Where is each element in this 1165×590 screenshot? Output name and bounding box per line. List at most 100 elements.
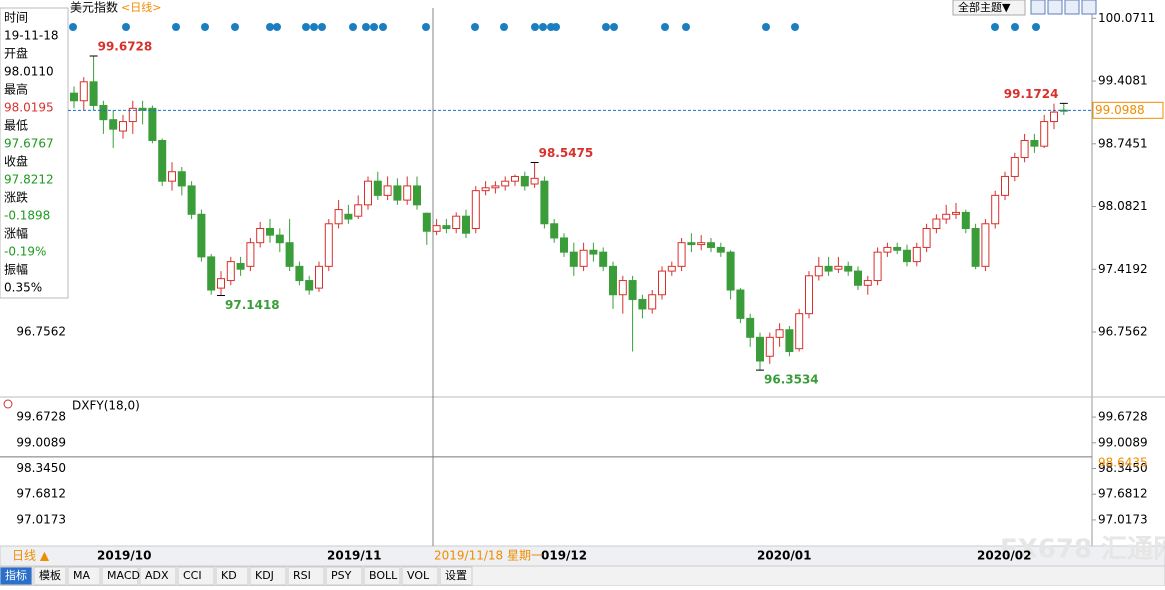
candle-body — [158, 139, 167, 182]
toolbar-label[interactable]: MACD — [107, 569, 140, 582]
annotation: 99.1724 — [1004, 87, 1059, 101]
info-label: 收盘 — [4, 154, 28, 169]
toolbar-label[interactable]: 指标 — [5, 568, 27, 582]
candle-body — [726, 251, 735, 291]
candle-body — [275, 234, 284, 244]
toolbar-button[interactable] — [325, 566, 363, 586]
toolbar-button[interactable] — [401, 566, 439, 586]
toolbar-button[interactable] — [249, 566, 287, 586]
toolbar-button[interactable] — [33, 566, 67, 586]
candle-body — [981, 223, 990, 267]
candle-body — [1040, 121, 1049, 147]
candle-body — [138, 107, 147, 111]
info-value: 98.0110 — [4, 65, 54, 79]
title: 美元指数 — [70, 0, 118, 15]
watermark: FX678 汇通网 — [1000, 535, 1165, 565]
event-marker — [362, 23, 370, 31]
toolbar-label[interactable]: BOLL — [369, 569, 398, 582]
candle-body — [285, 242, 294, 267]
event-marker — [349, 23, 357, 31]
theme-button[interactable] — [952, 0, 1026, 16]
toolbar-label[interactable]: KD — [221, 569, 237, 582]
info-value: 97.6767 — [4, 137, 54, 151]
info-label: 时间 — [4, 11, 28, 25]
candle-body — [814, 265, 823, 277]
candle-body — [383, 185, 392, 196]
candle-body — [961, 211, 970, 229]
candle-body — [177, 171, 186, 187]
info-value: -0.1898 — [4, 209, 50, 223]
toolbar-label[interactable]: VOL — [407, 569, 430, 582]
info-label: 开盘 — [4, 46, 28, 61]
toolbar-button[interactable] — [287, 566, 325, 586]
last-price-label: 99.0988 — [1095, 103, 1145, 117]
toolbar-button[interactable] — [215, 566, 249, 586]
info-value: 0.35% — [4, 281, 42, 295]
event-marker — [231, 23, 239, 31]
theme-menu[interactable]: 全部主题▼ — [958, 0, 1011, 14]
candle-body — [1001, 175, 1009, 196]
info-value: 97.8212 — [4, 173, 54, 187]
indicator-title: DXFY(18,0) — [72, 399, 140, 413]
y-tick-label: 99.4081 — [1098, 74, 1148, 88]
event-marker — [69, 23, 77, 31]
candle-body — [305, 280, 314, 291]
toolbar-label[interactable]: CCI — [183, 569, 202, 582]
event-marker — [122, 23, 130, 31]
event-marker — [1011, 23, 1019, 31]
toolbar-label[interactable]: 设置 — [445, 569, 467, 582]
info-panel — [0, 7, 69, 299]
candle-body — [520, 175, 529, 187]
tool-icons[interactable] — [1030, 0, 1097, 15]
y-tick-label: 99.6728 — [1098, 410, 1148, 424]
candle-body — [109, 119, 118, 130]
toolbar-button[interactable] — [139, 566, 177, 586]
toolbar-label[interactable]: PSY — [331, 569, 352, 582]
event-marker — [791, 23, 799, 31]
toolbar-button[interactable] — [439, 566, 473, 586]
candle-body — [638, 298, 647, 310]
candle-body — [471, 190, 480, 229]
candle-body — [609, 265, 617, 296]
candle-body — [315, 265, 323, 289]
candle-body — [589, 249, 598, 255]
toolbar-button[interactable] — [67, 566, 101, 586]
candle-body — [354, 204, 363, 217]
info-label: 最低 — [4, 119, 28, 133]
candle-body — [667, 265, 676, 272]
annotation: 99.6728 — [98, 39, 153, 53]
info-value: 19-11-18 — [4, 29, 58, 43]
toolbar-button[interactable] — [101, 566, 139, 586]
candle-body — [707, 242, 715, 248]
candle-body — [168, 171, 176, 182]
candle-body — [991, 194, 1000, 225]
toolbar-button[interactable] — [177, 566, 215, 586]
event-marker — [531, 23, 539, 31]
toolbar-button[interactable] — [0, 566, 33, 586]
candle-body — [736, 289, 745, 319]
period-label: 日线 ▲ — [12, 549, 50, 563]
event-marker — [422, 23, 430, 31]
toolbar-label[interactable]: MA — [73, 569, 90, 582]
candle-body — [579, 249, 588, 267]
y-tick-label-left: 99.0089 — [16, 435, 66, 449]
candle-body — [501, 180, 510, 187]
event-marker — [991, 23, 999, 31]
toolbar-label[interactable]: ADX — [145, 569, 169, 582]
candle-body — [658, 270, 666, 296]
event-marker — [471, 23, 479, 31]
candle-body — [648, 294, 657, 310]
candle-body — [393, 185, 402, 201]
y-tick-label: 99.0089 — [1098, 435, 1148, 449]
candle-body — [89, 81, 98, 106]
toolbar-label[interactable]: RSI — [293, 569, 311, 582]
toolbar-label[interactable]: 模板 — [39, 568, 61, 582]
candle-body — [697, 242, 706, 246]
candle-body — [530, 177, 539, 185]
toolbar-label[interactable]: KDJ — [255, 569, 274, 582]
candle-body — [677, 242, 686, 267]
toolbar-button[interactable] — [363, 566, 401, 586]
candle-body — [246, 242, 255, 267]
candle-body — [413, 185, 421, 206]
